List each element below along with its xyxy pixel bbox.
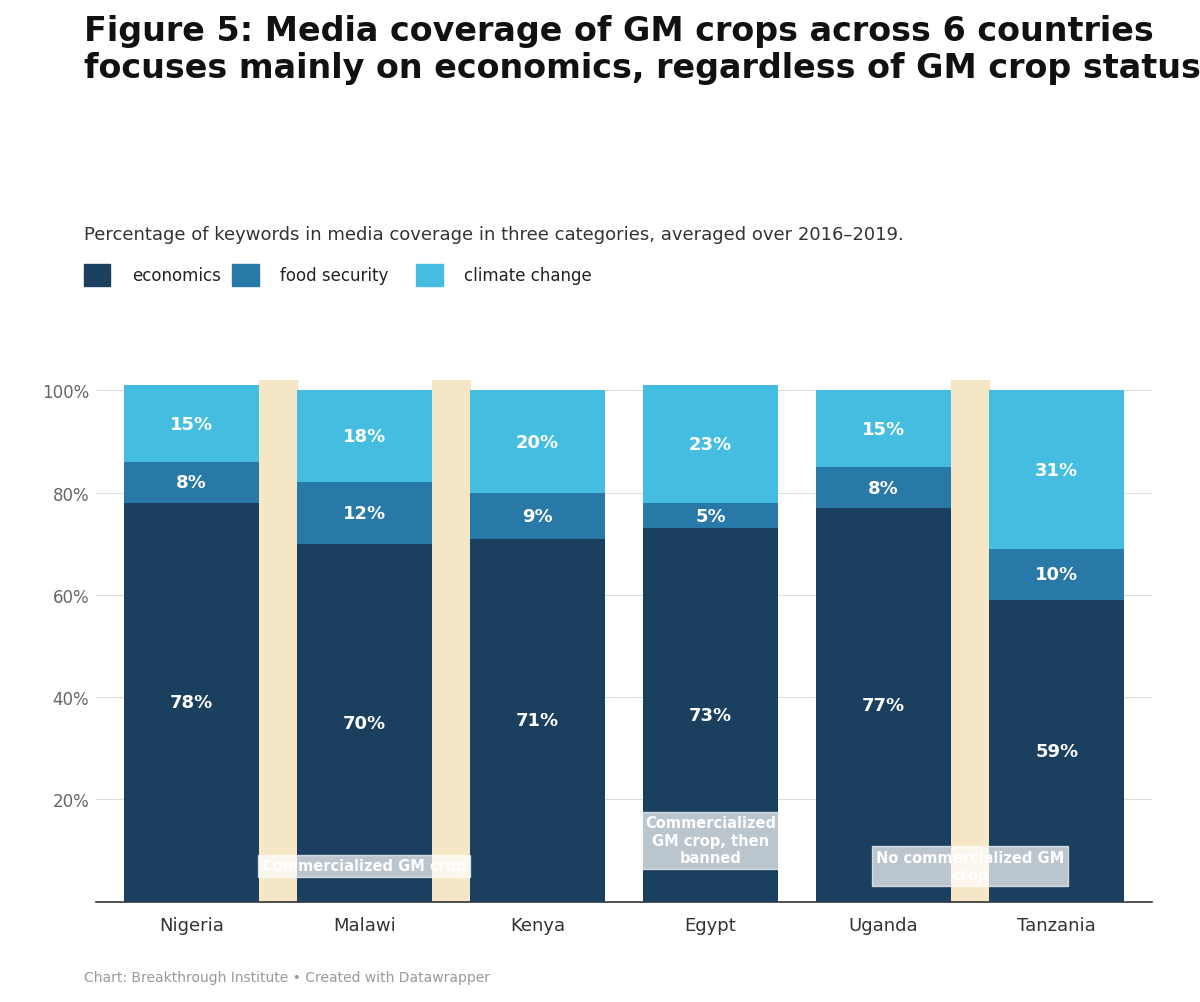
Bar [259, 381, 296, 902]
Text: 59%: 59% [1036, 742, 1079, 761]
Bar [470, 539, 605, 902]
Text: 10%: 10% [1036, 566, 1079, 584]
Bar [643, 386, 778, 503]
Text: economics: economics [132, 267, 221, 285]
Text: 73%: 73% [689, 706, 732, 724]
Bar [989, 600, 1124, 902]
Bar [989, 391, 1124, 549]
Text: No commercialized GM
crop: No commercialized GM crop [876, 850, 1064, 882]
Text: 15%: 15% [862, 420, 905, 438]
Text: Commercialized
GM crop, then
banned: Commercialized GM crop, then banned [646, 816, 776, 866]
Text: 20%: 20% [516, 433, 559, 451]
Text: 70%: 70% [343, 714, 386, 732]
Bar [470, 391, 605, 493]
Text: food security: food security [281, 267, 389, 285]
Bar [643, 529, 778, 902]
Bar [952, 381, 989, 902]
Text: climate change: climate change [464, 267, 592, 285]
Text: 12%: 12% [343, 505, 386, 523]
Text: 15%: 15% [169, 415, 212, 433]
Bar [296, 483, 432, 544]
Text: Percentage of keywords in media coverage in three categories, averaged over 2016: Percentage of keywords in media coverage… [84, 225, 904, 243]
Text: 5%: 5% [695, 507, 726, 525]
Text: Commercialized GM crop: Commercialized GM crop [262, 859, 467, 874]
Bar [296, 544, 432, 902]
Bar [816, 468, 952, 508]
Bar [816, 391, 952, 468]
Text: 9%: 9% [522, 507, 553, 525]
Bar [296, 391, 432, 483]
Bar [124, 503, 259, 902]
Text: 8%: 8% [176, 474, 206, 492]
Text: 8%: 8% [869, 479, 899, 497]
Bar [989, 549, 1124, 600]
Text: 71%: 71% [516, 711, 559, 729]
Text: 18%: 18% [343, 428, 386, 446]
Text: Chart: Breakthrough Institute • Created with Datawrapper: Chart: Breakthrough Institute • Created … [84, 970, 490, 984]
Text: 31%: 31% [1036, 461, 1079, 479]
Text: 23%: 23% [689, 436, 732, 454]
Bar [124, 463, 259, 503]
Bar [432, 381, 470, 902]
Text: 77%: 77% [862, 696, 905, 714]
Bar [470, 493, 605, 539]
Bar [643, 503, 778, 529]
Bar [124, 386, 259, 463]
Bar [816, 508, 952, 902]
Text: 78%: 78% [169, 693, 212, 711]
Text: Figure 5: Media coverage of GM crops across 6 countries
focuses mainly on econom: Figure 5: Media coverage of GM crops acr… [84, 15, 1200, 85]
